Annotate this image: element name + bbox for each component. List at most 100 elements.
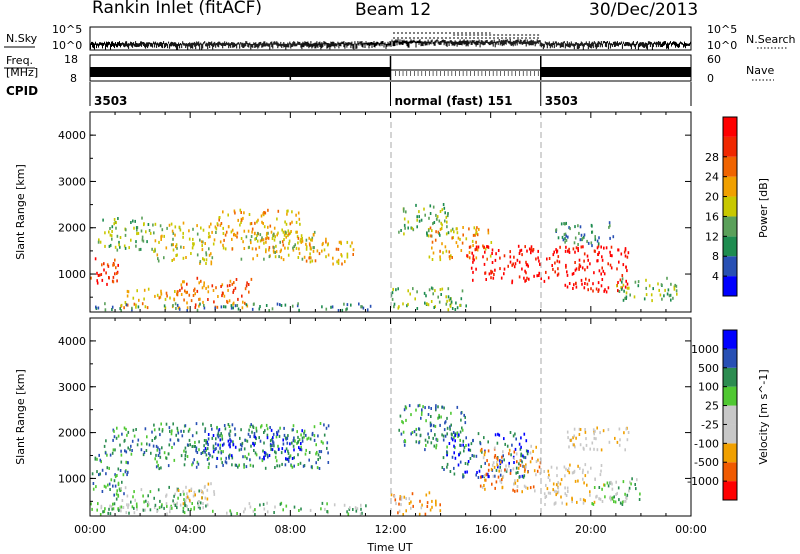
data-cell (269, 224, 272, 228)
data-cell (431, 499, 433, 503)
noise-sample (289, 41, 291, 45)
data-cell (301, 439, 304, 443)
data-cell (298, 446, 300, 450)
noise-sample (157, 42, 159, 46)
data-cell (519, 249, 521, 253)
noise-sample (625, 42, 627, 46)
data-cell (170, 222, 173, 226)
noise-sample (142, 42, 144, 45)
data-cell (259, 503, 261, 507)
data-cell (467, 460, 470, 463)
noise-sample (686, 43, 687, 46)
data-cell (565, 238, 568, 242)
data-cell (292, 246, 294, 250)
data-cell (437, 295, 439, 299)
data-cell (471, 239, 474, 243)
data-cell (208, 253, 211, 257)
noise-sample (486, 39, 488, 43)
noise-sample (631, 42, 633, 46)
data-cell (211, 436, 214, 440)
data-cell (305, 448, 307, 452)
data-cell (127, 503, 130, 507)
data-cell (446, 426, 449, 430)
data-cell (501, 478, 503, 482)
data-cell (575, 436, 577, 440)
data-cell (154, 222, 157, 226)
data-cell (112, 275, 115, 279)
data-cell (426, 440, 429, 444)
data-cell (253, 432, 256, 435)
data-cell (503, 267, 506, 271)
data-cell (201, 244, 203, 248)
data-cell (284, 449, 286, 453)
data-cell (578, 267, 580, 271)
data-cell (183, 280, 185, 284)
data-cell (297, 435, 299, 439)
velocity-colorbar-swatch (723, 424, 737, 444)
noise-sample (466, 39, 468, 46)
noise-sample (548, 41, 550, 46)
data-cell (240, 428, 242, 432)
data-cell (414, 297, 416, 301)
cpid-label: CPID (6, 84, 38, 98)
noise-sample (299, 41, 301, 46)
data-cell (509, 469, 512, 473)
data-cell (637, 284, 640, 288)
noise-sample (417, 41, 419, 43)
data-cell (475, 247, 478, 251)
noise-sample (234, 42, 236, 48)
data-cell (244, 507, 246, 511)
data-cell (115, 497, 118, 501)
data-cell (444, 420, 447, 424)
cpid-segment-label: 3503 (94, 94, 127, 108)
data-cell (506, 444, 509, 448)
data-cell (116, 272, 118, 275)
noise-sample (652, 43, 654, 47)
data-cell (591, 230, 593, 234)
data-cell (473, 454, 475, 458)
data-cell (154, 436, 156, 440)
data-cell (309, 260, 312, 264)
data-cell (326, 502, 328, 506)
data-cell (440, 221, 442, 225)
data-cell (207, 290, 210, 294)
data-cell (431, 505, 433, 509)
noise-sample (136, 43, 138, 48)
velocity-colorbar-swatch (723, 386, 737, 406)
data-cell (346, 303, 349, 307)
data-cell (291, 210, 293, 214)
data-cell (223, 238, 225, 242)
data-cell (125, 450, 128, 454)
data-cell (487, 228, 490, 232)
noise-sample (92, 41, 93, 48)
data-cell (199, 506, 201, 510)
data-cell (96, 470, 98, 474)
noise-sample (240, 42, 242, 45)
data-cell (564, 474, 566, 478)
noise-sample (339, 42, 341, 46)
data-cell (412, 287, 414, 291)
noise-sample (600, 41, 602, 46)
data-cell (441, 287, 444, 291)
data-cell (424, 301, 426, 305)
data-cell (220, 305, 223, 309)
data-cell (568, 250, 571, 254)
noise-sample (559, 43, 561, 48)
noise-panel: N.Sky 10^5 10^0 10^5 10^0 N.Search (4, 23, 796, 52)
data-cell (527, 449, 529, 453)
data-cell (312, 246, 315, 250)
data-cell (213, 238, 216, 242)
data-cell (115, 436, 118, 440)
noise-sample (444, 40, 446, 44)
data-cell (174, 233, 176, 237)
data-cell (467, 448, 470, 452)
data-cell (574, 445, 576, 449)
data-cell (442, 438, 445, 442)
data-cell (631, 477, 633, 481)
data-cell (288, 232, 290, 236)
data-cell (309, 508, 312, 512)
data-cell (390, 493, 393, 497)
data-cell (416, 225, 418, 229)
data-cell (491, 463, 494, 467)
data-cell (191, 502, 193, 505)
